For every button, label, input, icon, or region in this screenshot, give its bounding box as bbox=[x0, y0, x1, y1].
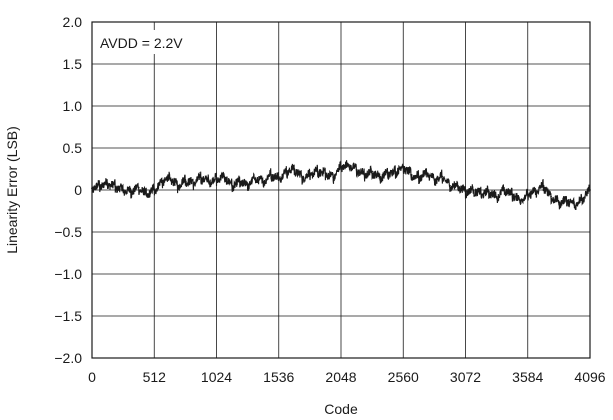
data-point bbox=[386, 172, 389, 175]
y-tick-label: 2.0 bbox=[63, 14, 83, 30]
data-point bbox=[526, 194, 529, 196]
y-tick-label: 1.5 bbox=[63, 56, 83, 72]
data-point bbox=[293, 168, 296, 170]
data-point bbox=[503, 189, 506, 191]
data-point bbox=[184, 179, 187, 181]
data-point bbox=[238, 180, 241, 183]
data-point bbox=[277, 177, 280, 180]
data-point bbox=[207, 180, 210, 183]
data-point bbox=[340, 165, 342, 168]
data-point bbox=[534, 190, 537, 193]
data-point bbox=[371, 170, 374, 173]
data-point bbox=[449, 184, 451, 187]
annotation-text: AVDD = 2.2V bbox=[100, 35, 183, 51]
x-tick-label: 1536 bbox=[263, 369, 294, 385]
y-tick-label: 1.0 bbox=[63, 98, 83, 114]
data-point bbox=[441, 175, 444, 178]
plot-frame bbox=[91, 21, 591, 359]
y-axis-ticks: 2.0 1.5 1.0 0.5 0 −0.5 −1.0 −1.5 −2.0 bbox=[54, 14, 82, 366]
y-tick-label: 0 bbox=[74, 182, 82, 198]
data-point bbox=[581, 197, 584, 200]
data-point bbox=[495, 195, 498, 198]
x-tick-label: 2048 bbox=[325, 369, 356, 385]
data-point bbox=[285, 170, 288, 173]
x-tick-label: 512 bbox=[143, 369, 167, 385]
data-point bbox=[254, 177, 257, 180]
x-axis-title: Code bbox=[324, 401, 358, 417]
data-point bbox=[410, 173, 412, 176]
data-point bbox=[316, 170, 319, 173]
data-point bbox=[122, 189, 125, 191]
data-point bbox=[456, 184, 459, 187]
data-point bbox=[519, 199, 521, 201]
data-point bbox=[301, 176, 303, 179]
data-point bbox=[511, 193, 514, 196]
x-tick-label: 2560 bbox=[388, 369, 419, 385]
y-tick-label: −1.0 bbox=[54, 266, 82, 282]
series-line bbox=[91, 160, 591, 211]
y-axis-title: Linearity Error (LSB) bbox=[4, 126, 20, 254]
data-point bbox=[98, 184, 101, 187]
y-tick-label: −2.0 bbox=[54, 350, 82, 366]
data-point bbox=[417, 176, 420, 179]
y-tick-label: −1.5 bbox=[54, 308, 82, 324]
x-axis-ticks: 0 512 1024 1536 2048 2560 3072 3584 4096 bbox=[88, 369, 606, 385]
data-point bbox=[542, 184, 545, 187]
data-point bbox=[231, 184, 233, 187]
data-point bbox=[464, 190, 467, 193]
y-tick-label: −0.5 bbox=[54, 224, 82, 240]
data-point bbox=[145, 194, 148, 196]
data-point bbox=[161, 180, 163, 183]
data-point bbox=[557, 201, 560, 204]
data-point bbox=[130, 190, 132, 193]
data-point bbox=[379, 176, 381, 179]
data-point bbox=[137, 186, 140, 189]
grid bbox=[92, 22, 590, 358]
x-tick-label: 0 bbox=[88, 369, 96, 385]
data-point bbox=[472, 189, 475, 191]
data-point bbox=[114, 185, 117, 188]
data-point bbox=[215, 178, 218, 180]
data-point bbox=[200, 176, 202, 179]
data-point bbox=[106, 182, 109, 185]
data-point bbox=[332, 176, 335, 179]
x-tick-label: 1024 bbox=[201, 369, 232, 385]
data-point bbox=[153, 189, 156, 191]
data-point bbox=[262, 180, 265, 183]
data-point bbox=[308, 173, 311, 176]
data-point bbox=[324, 172, 327, 175]
data-point bbox=[176, 184, 179, 187]
annotation-background bbox=[94, 30, 204, 54]
data-point bbox=[223, 175, 226, 178]
data-point bbox=[355, 168, 358, 171]
data-point bbox=[347, 163, 350, 166]
x-tick-label: 3584 bbox=[512, 369, 543, 385]
data-point bbox=[270, 173, 272, 176]
x-tick-label: 3072 bbox=[450, 369, 481, 385]
x-tick-label: 4096 bbox=[574, 369, 605, 385]
data-point bbox=[480, 193, 482, 196]
data-point bbox=[168, 177, 171, 180]
data-point bbox=[425, 172, 428, 175]
data-point bbox=[192, 182, 195, 185]
data-point bbox=[565, 199, 568, 201]
data-point bbox=[573, 204, 576, 207]
data-point bbox=[487, 190, 490, 193]
data-point bbox=[550, 195, 552, 198]
data-point bbox=[363, 173, 366, 176]
data-point bbox=[433, 179, 436, 181]
data-point bbox=[246, 184, 249, 186]
y-tick-label: 0.5 bbox=[63, 140, 83, 156]
data-point bbox=[402, 165, 405, 168]
data-point bbox=[394, 170, 397, 173]
